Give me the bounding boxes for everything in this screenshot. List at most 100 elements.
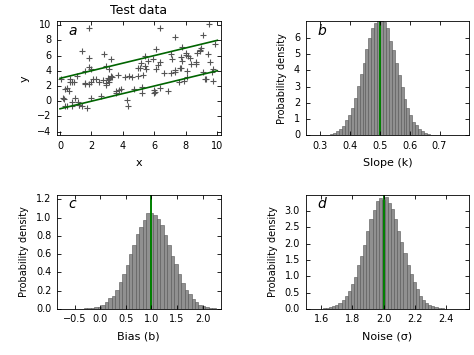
Bar <box>398 75 401 135</box>
Bar <box>108 298 112 309</box>
Bar <box>354 277 357 309</box>
Bar <box>441 308 444 309</box>
Bar <box>202 306 205 309</box>
Bar <box>174 264 178 309</box>
Bar <box>392 50 395 135</box>
Bar <box>139 226 143 309</box>
Bar <box>369 219 373 309</box>
Text: a: a <box>68 24 77 38</box>
Bar <box>386 28 389 135</box>
Bar <box>98 307 101 309</box>
Bar <box>91 308 94 309</box>
Title: Test data: Test data <box>110 4 167 17</box>
Bar <box>153 215 157 309</box>
Bar <box>199 305 202 309</box>
Bar <box>360 74 363 135</box>
Bar <box>366 231 369 309</box>
Bar <box>209 308 212 309</box>
Bar <box>150 213 153 309</box>
Bar <box>191 299 195 309</box>
Bar <box>413 283 416 309</box>
Bar <box>160 225 164 309</box>
Bar <box>382 200 385 309</box>
Bar <box>363 63 365 135</box>
Bar <box>115 290 118 309</box>
Bar <box>357 86 360 135</box>
Bar <box>422 300 425 309</box>
Y-axis label: Probability density: Probability density <box>268 206 278 297</box>
Bar <box>360 256 363 309</box>
X-axis label: x: x <box>136 158 142 168</box>
Bar <box>136 234 139 309</box>
Bar <box>415 125 418 135</box>
Bar <box>167 245 171 309</box>
Bar <box>368 38 371 135</box>
Bar <box>339 129 342 135</box>
Bar <box>94 307 98 309</box>
Bar <box>146 213 150 309</box>
Bar <box>323 308 326 309</box>
Bar <box>143 220 146 309</box>
Bar <box>438 308 441 309</box>
Bar <box>212 308 216 309</box>
Bar <box>329 307 332 309</box>
Bar <box>118 282 122 309</box>
Bar <box>380 16 383 135</box>
Bar <box>371 28 374 135</box>
Text: d: d <box>317 197 326 212</box>
Bar <box>397 231 401 309</box>
Text: c: c <box>68 197 76 212</box>
Bar <box>374 23 377 135</box>
Bar <box>336 131 339 135</box>
Bar <box>105 302 108 309</box>
Bar <box>101 305 105 309</box>
Bar <box>336 305 338 309</box>
Bar <box>345 120 348 135</box>
Bar <box>87 308 91 309</box>
Bar <box>403 98 407 135</box>
Bar <box>126 265 129 309</box>
X-axis label: Bias (b): Bias (b) <box>118 331 160 342</box>
Bar <box>373 209 375 309</box>
Bar <box>338 303 342 309</box>
Bar <box>377 18 380 135</box>
Bar <box>410 115 412 135</box>
Bar <box>342 300 345 309</box>
Bar <box>363 245 366 309</box>
Bar <box>181 283 184 309</box>
Bar <box>401 87 403 135</box>
Bar <box>164 235 167 309</box>
Bar <box>157 219 160 309</box>
Bar <box>332 306 336 309</box>
Bar <box>379 198 382 309</box>
Bar <box>403 253 407 309</box>
Y-axis label: y: y <box>20 75 30 82</box>
Bar <box>427 134 430 135</box>
Bar <box>407 265 410 309</box>
X-axis label: Slope (k): Slope (k) <box>363 158 412 168</box>
Bar <box>375 201 379 309</box>
Bar <box>351 108 354 135</box>
Bar <box>428 305 431 309</box>
Bar <box>351 284 354 309</box>
Bar <box>122 274 126 309</box>
Bar <box>357 265 360 309</box>
Bar <box>424 133 427 135</box>
Bar <box>112 296 115 309</box>
Bar <box>395 64 398 135</box>
Bar <box>354 98 357 135</box>
Bar <box>188 294 191 309</box>
Bar <box>345 296 348 309</box>
Bar <box>425 303 428 309</box>
Bar <box>401 242 403 309</box>
Bar <box>84 308 87 309</box>
Bar <box>205 307 209 309</box>
Bar <box>410 274 413 309</box>
Bar <box>418 129 421 135</box>
Bar <box>348 115 351 135</box>
Bar <box>171 256 174 309</box>
Bar <box>412 122 415 135</box>
Bar <box>407 108 410 135</box>
Bar <box>132 245 136 309</box>
Bar <box>416 289 419 309</box>
